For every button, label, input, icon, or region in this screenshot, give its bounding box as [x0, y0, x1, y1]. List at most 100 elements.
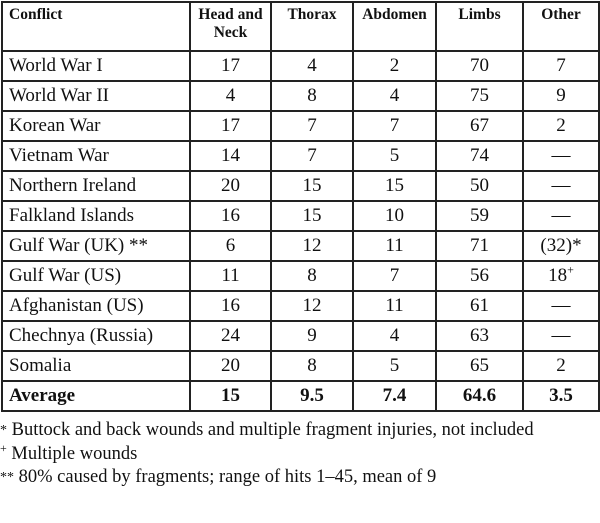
value-cell: — — [522, 200, 600, 232]
cell-value: 20 — [221, 175, 240, 196]
cell-value: 15 — [302, 175, 322, 196]
cell-value: 2 — [556, 115, 566, 136]
value-cell: 70 — [435, 50, 524, 82]
cell-value: 75 — [470, 85, 489, 106]
cell-value: 2 — [389, 55, 400, 76]
conflict-cell: Korean War — [1, 110, 191, 142]
value-cell: — — [522, 140, 600, 172]
value-cell: 12 — [270, 230, 354, 262]
conflict-name: Chechnya (Russia) — [9, 325, 154, 346]
conflict-name: Somalia — [9, 355, 72, 376]
footnote-mark: + — [567, 262, 574, 277]
cell-value: 4 — [389, 85, 400, 106]
cell-value: 74 — [470, 145, 489, 166]
average-value: 15 — [189, 380, 272, 412]
value-cell: — — [522, 290, 600, 322]
cell-value: 9 — [556, 85, 566, 106]
value-cell: 2 — [522, 110, 600, 142]
value-cell: 7 — [352, 260, 437, 292]
cell-value: 16 — [221, 205, 240, 226]
cell-value: 8 — [307, 85, 317, 106]
value-cell: 24 — [189, 320, 272, 352]
cell-value: 17 — [221, 115, 240, 136]
value-cell: 4 — [189, 80, 272, 112]
value-cell: 16 — [189, 290, 272, 322]
value-cell: 17 — [189, 110, 272, 142]
table-row: World War II 4 8 4 75 9 — [1, 80, 600, 112]
value-cell: 10 — [352, 200, 437, 232]
column-header: Limbs — [435, 1, 524, 52]
average-row: Average 15 9.5 7.4 64.6 3.5 — [1, 380, 600, 412]
value-cell: 5 — [352, 140, 437, 172]
cell-value: 14 — [221, 145, 240, 166]
value-cell: 6 — [189, 230, 272, 262]
cell-value: 67 — [470, 115, 489, 136]
footnote-mark: + — [0, 440, 7, 455]
conflict-cell: World War I — [1, 50, 191, 82]
average-value: 64.6 — [435, 380, 524, 412]
conflict-cell: Falkland Islands — [1, 200, 191, 232]
value-cell: 59 — [435, 200, 524, 232]
cell-value: 4 — [389, 325, 400, 346]
value-cell: 8 — [270, 350, 354, 382]
footnote-text: Buttock and back wounds and multiple fra… — [7, 420, 534, 440]
table-row: Vietnam War 14 7 5 74 — — [1, 140, 600, 172]
conflict-name: World War II — [9, 85, 110, 106]
table-row: World War I 17 4 2 70 7 — [1, 50, 600, 82]
value-cell: 4 — [352, 80, 437, 112]
value-cell: 16 — [189, 200, 272, 232]
conflict-cell: Vietnam War — [1, 140, 191, 172]
value-cell: 20 — [189, 350, 272, 382]
value-cell: 9 — [270, 320, 354, 352]
conflict-cell: Somalia — [1, 350, 191, 382]
header-row: Conflict Head and Neck Thorax Abdomen Limbs O… — [1, 1, 600, 52]
value-cell: 8 — [270, 80, 354, 112]
cell-value: 4 — [307, 55, 317, 76]
table-row: Afghanistan (US) 16 12 11 61 — — [1, 290, 600, 322]
value-cell: 7 — [522, 50, 600, 82]
cell-value: 71 — [470, 235, 489, 256]
cell-value: 7 — [307, 145, 317, 166]
cell-value: 12 — [302, 295, 322, 316]
footnote: ** 80% caused by fragments; range of hit… — [0, 466, 600, 490]
cell-value: 24 — [221, 325, 240, 346]
value-cell: 15 — [270, 170, 354, 202]
value-cell: 61 — [435, 290, 524, 322]
cell-value: 4 — [225, 85, 236, 106]
conflict-name: Gulf War (UK) — [9, 235, 125, 256]
conflict-cell: Northern Ireland — [1, 170, 191, 202]
cell-value: 7 — [307, 115, 317, 136]
conflict-name: Korean War — [9, 115, 101, 136]
cell-value: 11 — [385, 235, 404, 256]
cell-value: 9 — [307, 325, 317, 346]
cell-value: 6 — [225, 235, 236, 256]
value-cell: — — [522, 320, 600, 352]
value-cell: 15 — [270, 200, 354, 232]
table-row: Gulf War (US) 11 8 7 56 18+ — [1, 260, 600, 292]
table-row: Northern Ireland 20 15 15 50 — — [1, 170, 600, 202]
value-cell: 4 — [352, 320, 437, 352]
value-cell: 50 — [435, 170, 524, 202]
conflict-cell: Gulf War (US) — [1, 260, 191, 292]
cell-value: 12 — [302, 235, 322, 256]
cell-value: 10 — [385, 205, 404, 226]
conflict-cell: Gulf War (UK) ** — [1, 230, 191, 262]
cell-value: — — [551, 205, 571, 226]
cell-value: 7 — [389, 265, 400, 286]
column-header: Abdomen — [352, 1, 437, 52]
table-row: Korean War 17 7 7 67 2 — [1, 110, 600, 142]
value-cell: 4 — [270, 50, 354, 82]
value-cell: 74 — [435, 140, 524, 172]
value-cell: 75 — [435, 80, 524, 112]
value-cell: 5 — [352, 350, 437, 382]
table-row: Chechnya (Russia) 24 9 4 63 — — [1, 320, 600, 352]
value-cell: 67 — [435, 110, 524, 142]
cell-value: 5 — [389, 145, 400, 166]
cell-value: 7 — [389, 115, 400, 136]
cell-value: 5 — [389, 355, 400, 376]
footnote-mark: ** — [124, 235, 149, 256]
footnote-text: Multiple wounds — [6, 443, 138, 464]
cell-value: 20 — [221, 355, 240, 376]
footnote: * Buttock and back wounds and multiple f… — [0, 419, 600, 443]
cell-value: 2 — [556, 355, 566, 376]
